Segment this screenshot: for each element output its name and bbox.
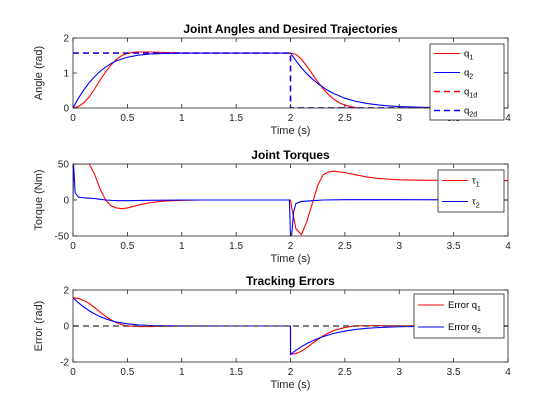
angles-xtick-label: 2.5 bbox=[338, 113, 352, 124]
angles-series-4-line bbox=[73, 52, 508, 108]
errors-xtick-label: 0 bbox=[70, 367, 76, 378]
torques-ytick-label: -50 bbox=[55, 232, 70, 243]
torques-ytick-label: 0 bbox=[63, 196, 69, 207]
errors-ylabel: Error (rad) bbox=[33, 301, 45, 352]
angles-ytick-label: 2 bbox=[63, 34, 69, 45]
angles-xtick-label: 3 bbox=[396, 113, 402, 124]
torques-ylabel: Torque (Nm) bbox=[33, 169, 45, 230]
errors-xtick-label: 2.5 bbox=[338, 367, 352, 378]
torques-legend: τ1 τ2 bbox=[437, 169, 505, 213]
angles-legend-box bbox=[429, 43, 505, 121]
errors-title: Tracking Errors bbox=[246, 274, 335, 288]
angles-xtick-label: 2 bbox=[288, 113, 294, 124]
torques-panel: Joint Torques Time (s) Torque (Nm) 0 0.5 1… bbox=[33, 148, 511, 265]
errors-ytick-label: 0 bbox=[63, 322, 69, 333]
errors-legend-label: Error q1 bbox=[448, 300, 481, 313]
torques-xtick-label: 0 bbox=[70, 241, 76, 252]
errors-xtick-label: 1.5 bbox=[229, 367, 243, 378]
angles-xtick-label: 4 bbox=[505, 113, 511, 124]
torques-series-2-line bbox=[73, 164, 508, 236]
errors-xtick-label: 4 bbox=[505, 367, 511, 378]
torques-legend-label: τ1 bbox=[472, 176, 480, 189]
angles-xtick-label: 0.5 bbox=[120, 113, 134, 124]
angles-title: Joint Angles and Desired Trajectories bbox=[183, 22, 398, 36]
errors-xtick-label: 2 bbox=[288, 367, 294, 378]
angles-ytick-label: 0 bbox=[63, 104, 69, 115]
torques-xtick-label: 3.5 bbox=[447, 241, 461, 252]
angles-xtick-label: 1 bbox=[179, 113, 185, 124]
angles-series-2-line bbox=[73, 52, 508, 108]
errors-ytick-label: -2 bbox=[60, 358, 69, 369]
torques-xtick-label: 2.5 bbox=[338, 241, 352, 252]
errors-panel: Tracking Errors Time (s) Error (rad) 0 0.… bbox=[33, 274, 511, 391]
angles-xlabel: Time (s) bbox=[271, 125, 311, 137]
angles-legend-label: q1 bbox=[464, 49, 473, 62]
errors-legend-label: Error q2 bbox=[448, 322, 481, 335]
torques-xtick-label: 1 bbox=[179, 241, 185, 252]
angles-xtick-label: 0 bbox=[70, 113, 76, 124]
torques-xtick-label: 1.5 bbox=[229, 241, 243, 252]
errors-xtick-label: 3 bbox=[396, 367, 402, 378]
errors-xlabel: Time (s) bbox=[271, 379, 311, 391]
torques-ytick-label: 50 bbox=[58, 160, 70, 171]
torques-legend-box bbox=[437, 169, 505, 213]
angles-ylabel: Angle (rad) bbox=[33, 46, 45, 100]
torques-title: Joint Torques bbox=[251, 148, 330, 162]
errors-series-2-line bbox=[73, 297, 508, 356]
torques-xtick-label: 2 bbox=[288, 241, 294, 252]
errors-xtick-label: 0.5 bbox=[120, 367, 134, 378]
torques-series-1-line bbox=[73, 164, 508, 236]
torques-xtick-label: 4 bbox=[505, 241, 511, 252]
errors-xtick-label: 1 bbox=[179, 367, 185, 378]
torques-xtick-label: 3 bbox=[396, 241, 402, 252]
torques-xtick-label: 0.5 bbox=[120, 241, 134, 252]
torques-legend-label: τ2 bbox=[472, 197, 480, 210]
errors-xtick-label: 3.5 bbox=[447, 367, 461, 378]
angles-ytick-label: 1 bbox=[63, 69, 69, 80]
angles-panel: Joint Angles and Desired Trajectories Ti… bbox=[33, 22, 511, 137]
errors-legend-box bbox=[413, 293, 505, 339]
torques-xlabel: Time (s) bbox=[271, 253, 311, 265]
errors-ytick-label: 2 bbox=[63, 286, 69, 297]
angles-xtick-label: 1.5 bbox=[229, 113, 243, 124]
errors-legend: Error q1 Error q2 bbox=[413, 293, 505, 339]
angles-legend-label: q2 bbox=[464, 68, 473, 81]
